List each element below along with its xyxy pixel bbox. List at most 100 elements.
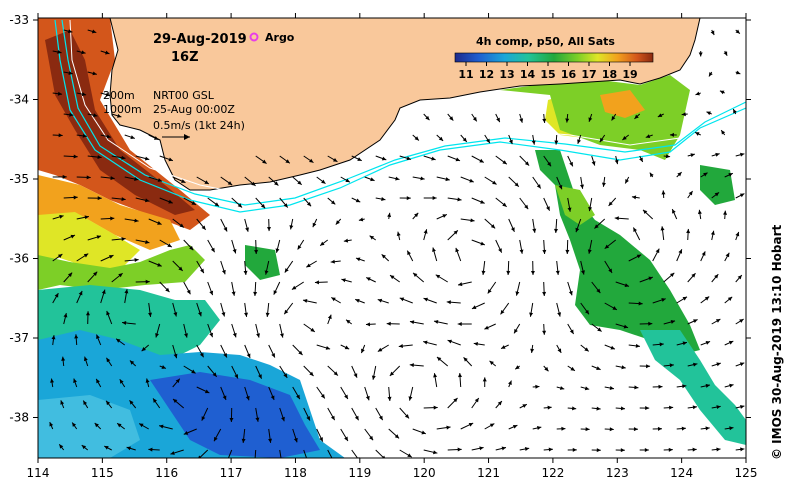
current-vector-head — [524, 161, 530, 166]
current-vector-head — [489, 360, 494, 365]
current-vector-head — [178, 266, 183, 271]
current-vector-head — [265, 312, 270, 317]
current-vector-head — [729, 383, 734, 388]
current-vector-head — [690, 153, 695, 158]
current-vector-head — [458, 373, 463, 378]
current-vector-head — [692, 447, 697, 452]
current-vector-head — [723, 51, 728, 56]
current-vector-head — [413, 272, 418, 278]
current-vector-head — [645, 406, 650, 411]
current-vector-head — [355, 198, 361, 203]
current-vector-head — [395, 176, 400, 181]
current-vector-head — [68, 29, 73, 34]
current-vector-head — [312, 222, 317, 228]
current-vector-head — [634, 114, 639, 119]
current-vector-head — [214, 436, 218, 442]
current-vector-head — [117, 423, 122, 428]
current-vector-head — [710, 30, 715, 36]
current-vector-head — [735, 70, 741, 75]
current-vector-head — [74, 334, 79, 339]
current-vector-head — [378, 415, 383, 421]
current-vector-head — [462, 137, 467, 142]
current-vector-head — [587, 249, 592, 254]
colorbar-tick-label: 18 — [602, 68, 617, 81]
current-vector-head — [655, 248, 660, 254]
reference-time-label: 25-Aug 00:00Z — [153, 103, 235, 116]
current-vector-head — [442, 214, 447, 218]
current-vector-head — [572, 447, 577, 452]
current-vector-head — [298, 350, 303, 355]
current-vector-head — [420, 176, 425, 181]
current-vector-head — [122, 320, 127, 325]
current-vector-head — [635, 343, 640, 348]
current-vector-head — [243, 270, 248, 275]
current-vector-head — [457, 197, 462, 202]
sst-patch-west-lime — [38, 245, 205, 290]
current-vector-head — [544, 366, 549, 372]
current-vector-head — [105, 50, 110, 55]
colorbar-tick-label: 12 — [479, 68, 494, 81]
current-vector-head — [508, 380, 512, 386]
current-vector-head — [581, 270, 585, 275]
current-vector-head — [183, 431, 189, 435]
current-vector-head — [223, 353, 227, 358]
current-vector-head — [480, 241, 485, 246]
current-vector-head — [381, 197, 386, 201]
current-vector-head — [408, 396, 413, 401]
current-vector-head — [682, 384, 687, 389]
current-vector-head — [407, 453, 412, 458]
current-vector-head — [319, 437, 323, 442]
current-vector-head — [331, 297, 336, 302]
current-vector-head — [84, 215, 89, 220]
current-vector-head — [548, 447, 553, 452]
current-vector-head — [68, 71, 73, 75]
current-vector-head — [346, 319, 351, 324]
current-vector-head — [289, 225, 294, 230]
current-vector-head — [661, 190, 666, 195]
current-vector-head — [389, 371, 395, 376]
current-vector-head — [669, 363, 674, 368]
current-vector-head — [333, 371, 338, 376]
x-tick-label: 118 — [284, 466, 307, 480]
current-vector-head — [130, 135, 135, 140]
current-vector-head — [167, 243, 172, 248]
current-vector-head — [260, 203, 266, 209]
current-vector-head — [94, 422, 99, 428]
current-vector-head — [601, 182, 606, 187]
current-vector-head — [81, 50, 86, 55]
current-vector-head — [484, 325, 489, 330]
current-vector-head — [345, 178, 350, 183]
current-vector-head — [121, 237, 126, 242]
current-vector-head — [406, 156, 411, 161]
current-vector-head — [542, 249, 547, 254]
current-vector-head — [681, 426, 686, 431]
sst-patch-east-coast-lime — [500, 75, 690, 160]
current-vector-head — [620, 406, 626, 411]
current-vector-head — [681, 112, 686, 117]
current-vector-head — [447, 339, 453, 344]
y-tick-label: -35 — [9, 172, 29, 186]
current-vector-head — [82, 133, 87, 138]
current-vector-head — [470, 218, 475, 223]
current-vector-head — [719, 90, 725, 95]
current-vector-head — [610, 345, 615, 350]
current-vector-head — [506, 270, 511, 275]
current-vector-head — [596, 448, 601, 453]
current-vector-head — [148, 312, 153, 317]
current-vector-head — [657, 426, 662, 431]
current-vector-head — [498, 248, 502, 253]
current-vector-head — [716, 405, 721, 410]
current-vector-head — [514, 182, 519, 187]
colorbar-tick-label: 15 — [540, 68, 555, 81]
current-vector-head — [223, 226, 228, 232]
current-vector-head — [332, 157, 338, 162]
current-vector-head — [170, 451, 175, 455]
current-vector-head — [232, 332, 237, 338]
current-vector-head — [705, 383, 710, 388]
current-vector-head — [614, 216, 619, 221]
current-vector-head — [715, 319, 721, 323]
current-vector-head — [119, 379, 124, 384]
current-vector-head — [692, 405, 697, 410]
current-vector-head — [591, 161, 596, 166]
